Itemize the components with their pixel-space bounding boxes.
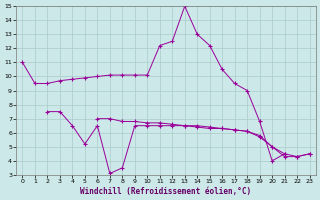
X-axis label: Windchill (Refroidissement éolien,°C): Windchill (Refroidissement éolien,°C)	[80, 187, 252, 196]
